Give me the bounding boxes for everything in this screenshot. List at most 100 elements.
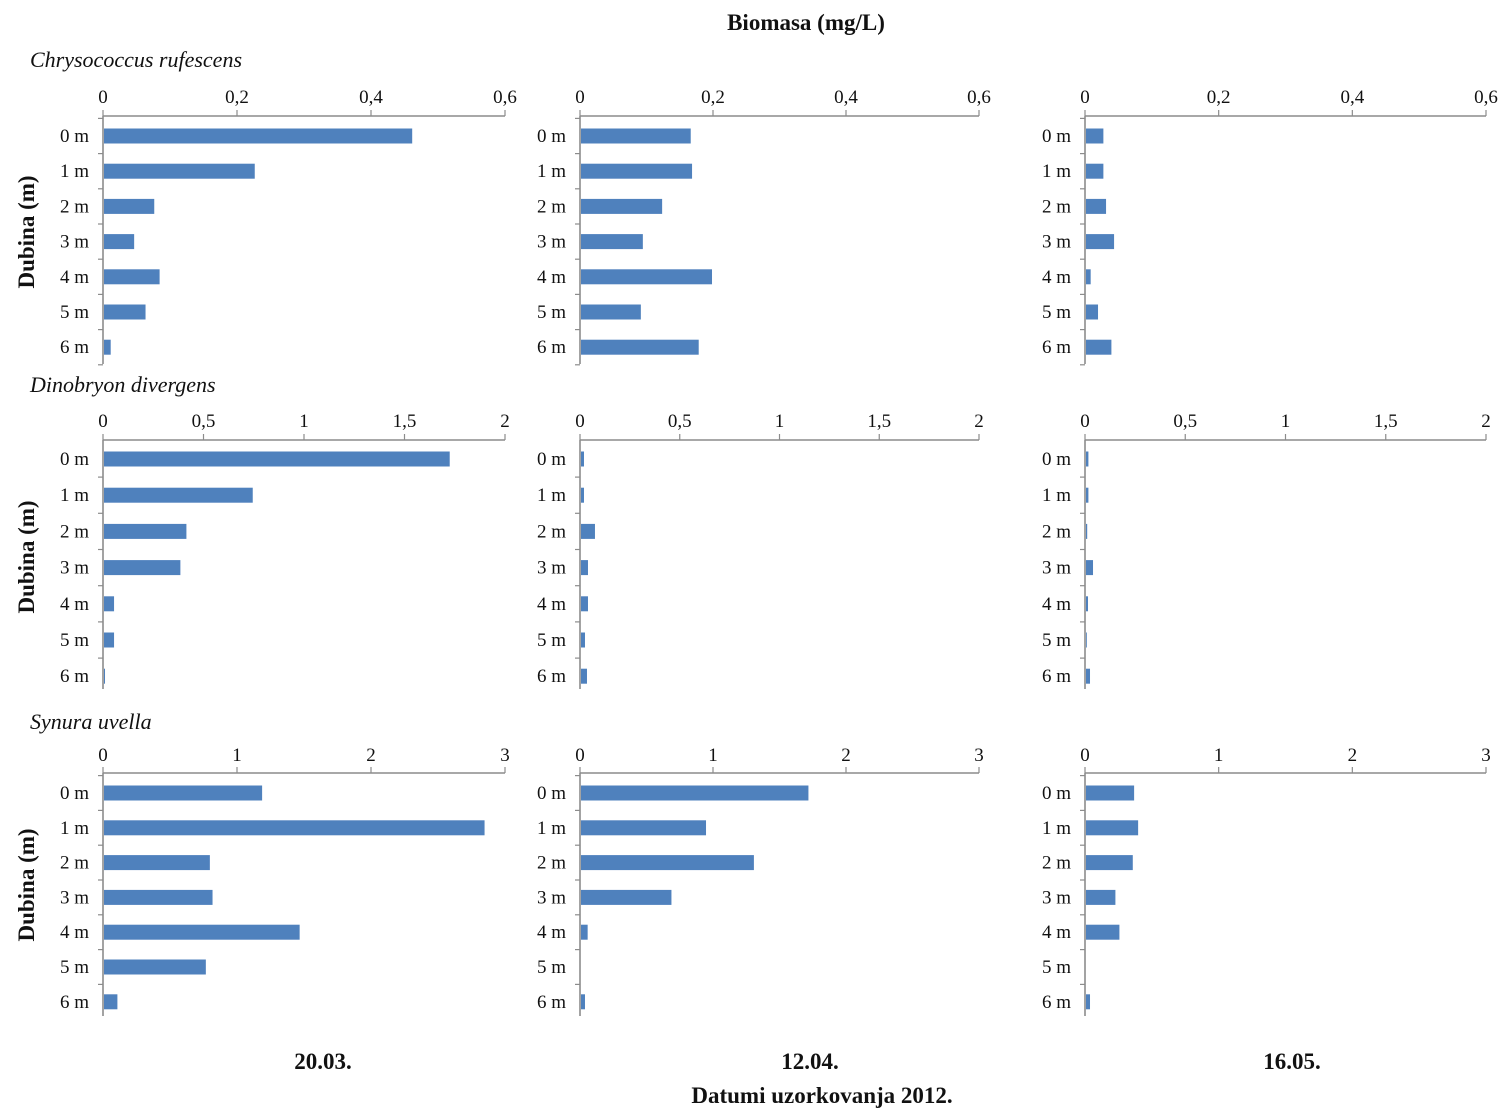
bar — [581, 198, 663, 214]
depth-label: 6 m — [1042, 337, 1071, 358]
bar — [581, 820, 707, 836]
bar — [1086, 785, 1135, 801]
x-tick-label: 0 — [98, 745, 108, 766]
bar — [104, 234, 135, 250]
depth-label: 1 m — [60, 818, 89, 839]
depth-label: 2 m — [1042, 853, 1071, 874]
species-label-dinobryon: Dinobryon divergens — [29, 372, 216, 397]
bar — [1086, 994, 1091, 1010]
species-label-synura: Synura uvella — [30, 709, 152, 734]
bar — [581, 269, 713, 285]
depth-label: 5 m — [60, 957, 89, 978]
x-tick-label: 0 — [98, 87, 108, 108]
x-tick-label: 0,5 — [668, 411, 692, 432]
x-tick-label: 0 — [98, 411, 108, 432]
bar — [104, 304, 146, 320]
panel-1-2: 0 0,2 0,4 0,6 0 m 1 m 2 m 3 m 4 m 5 m 6 m — [537, 87, 991, 366]
depth-label: 6 m — [537, 992, 566, 1013]
x-tick-label: 0,6 — [493, 87, 517, 108]
depth-label: 6 m — [1042, 992, 1071, 1013]
x-tick-label: 2 — [500, 411, 510, 432]
y-axis-label-row-1: Dubina (m) — [14, 175, 39, 288]
depth-label: 3 m — [1042, 232, 1071, 253]
bar — [1086, 128, 1104, 144]
x-tick-label: 2 — [1348, 745, 1358, 766]
x-tick-label: 0,4 — [359, 87, 383, 108]
x-tick-label: 1 — [1214, 745, 1224, 766]
bar — [104, 820, 485, 836]
bar — [104, 668, 106, 684]
depth-label: 3 m — [537, 558, 566, 579]
depth-label: 3 m — [60, 232, 89, 253]
x-tick-label: 3 — [1481, 745, 1491, 766]
bar — [1086, 560, 1094, 576]
bar — [581, 304, 641, 320]
depth-label: 3 m — [537, 887, 566, 908]
bar — [1086, 269, 1091, 285]
bar — [104, 451, 450, 467]
depth-label: 6 m — [60, 666, 89, 687]
depth-label: 2 m — [1042, 521, 1071, 542]
depth-label: 1 m — [1042, 818, 1071, 839]
bar — [104, 523, 187, 539]
depth-label: 0 m — [1042, 783, 1071, 804]
x-tick-label: 0,2 — [701, 87, 725, 108]
depth-label: 5 m — [1042, 630, 1071, 651]
x-tick-label: 0,2 — [225, 87, 249, 108]
x-tick-label: 1,5 — [393, 411, 417, 432]
bar — [581, 855, 754, 871]
bar — [104, 855, 210, 871]
x-tick-label: 0,6 — [967, 87, 991, 108]
x-tick-label: 3 — [500, 745, 510, 766]
bar — [581, 668, 587, 684]
bar — [581, 128, 691, 144]
panel-2-3: 0 0,5 1 1,5 2 0 m 1 m 2 m 3 m 4 m 5 m 6 m — [1042, 411, 1491, 689]
depth-label: 1 m — [537, 485, 566, 506]
x-tick-label: 0 — [1080, 745, 1090, 766]
depth-label: 2 m — [60, 196, 89, 217]
bar — [581, 487, 584, 503]
bar — [104, 889, 213, 905]
figure-title: Biomasa (mg/L) — [727, 10, 885, 35]
bar — [104, 339, 111, 355]
panel-3-2: 0 1 2 3 0 m 1 m 2 m 3 m 4 m 5 m 6 m — [537, 745, 984, 1016]
x-tick-label: 1 — [708, 745, 718, 766]
depth-label: 4 m — [537, 267, 566, 288]
depth-label: 2 m — [60, 853, 89, 874]
x-tick-label: 1 — [1281, 411, 1291, 432]
bar — [581, 451, 584, 467]
x-axis-title: Datumi uzorkovanja 2012. — [691, 1083, 952, 1108]
bar — [104, 959, 206, 975]
depth-label: 0 m — [60, 783, 89, 804]
bar — [581, 163, 693, 179]
bar — [1086, 596, 1089, 612]
depth-label: 5 m — [60, 302, 89, 323]
depth-label: 1 m — [537, 818, 566, 839]
bar — [1086, 523, 1088, 539]
depth-label: 4 m — [537, 922, 566, 943]
bar — [104, 269, 160, 285]
depth-label: 4 m — [60, 594, 89, 615]
depth-label: 3 m — [1042, 887, 1071, 908]
depth-label: 6 m — [60, 992, 89, 1013]
panel-3-3: 0 1 2 3 0 m 1 m 2 m 3 m 4 m 5 m 6 m — [1042, 745, 1491, 1016]
depth-label: 5 m — [1042, 957, 1071, 978]
x-tick-label: 2 — [974, 411, 984, 432]
x-tick-label: 2 — [366, 745, 376, 766]
bar — [104, 632, 115, 648]
depth-label: 0 m — [1042, 126, 1071, 147]
depth-label: 2 m — [537, 853, 566, 874]
depth-label: 1 m — [60, 485, 89, 506]
depth-label: 6 m — [60, 337, 89, 358]
depth-label: 5 m — [60, 630, 89, 651]
panel-2-2: 0 0,5 1 1,5 2 0 m 1 m 2 m 3 m 4 m 5 m 6 m — [537, 411, 984, 689]
bar — [1086, 234, 1115, 250]
depth-label: 4 m — [1042, 267, 1071, 288]
depth-label: 1 m — [1042, 161, 1071, 182]
x-tick-label: 0,5 — [1173, 411, 1197, 432]
x-tick-label: 0 — [1080, 411, 1090, 432]
bar — [581, 339, 699, 355]
depth-label: 1 m — [1042, 485, 1071, 506]
bar — [1086, 198, 1107, 214]
